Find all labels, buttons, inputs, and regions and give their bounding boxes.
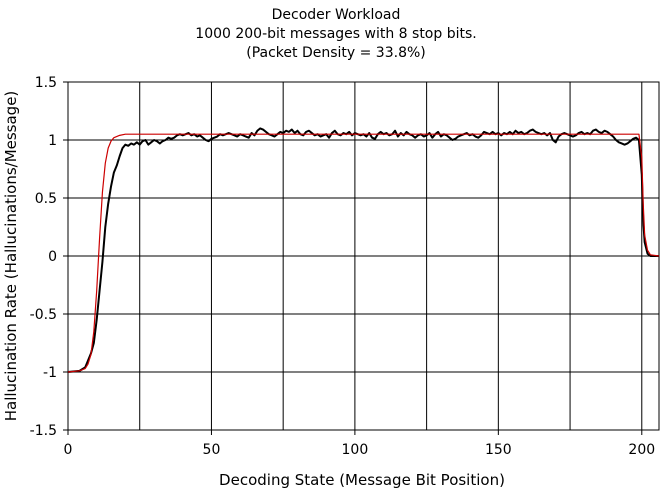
x-tick-label: 50 xyxy=(203,442,221,458)
y-tick-label: 1 xyxy=(48,133,57,149)
y-tick-label: 1.5 xyxy=(35,75,57,91)
x-tick-label: 0 xyxy=(64,442,73,458)
series-line-2 xyxy=(67,133,660,373)
y-axis-label: Hallucination Rate (Hallucinations/Messa… xyxy=(2,91,20,422)
chart-title-line-2: 1000 200-bit messages with 8 stop bits. xyxy=(195,26,476,42)
chart-title: Decoder Workload 1000 200-bit messages w… xyxy=(195,7,476,61)
grid-layer xyxy=(68,82,659,430)
x-axis-label: Decoding State (Message Bit Position) xyxy=(219,471,505,489)
y-tick-label: -1.5 xyxy=(30,423,57,439)
tick-mark-layer xyxy=(63,81,643,435)
chart-title-line-3: (Packet Density = 33.8%) xyxy=(246,45,426,61)
y-tick-label: 0 xyxy=(48,249,57,265)
x-tick-label: 200 xyxy=(628,442,655,458)
x-tick-label: 150 xyxy=(485,442,512,458)
series-layer xyxy=(67,127,660,373)
chart-title-line-1: Decoder Workload xyxy=(272,7,401,23)
y-tick-label: -0.5 xyxy=(30,307,57,323)
y-tick-label: -1 xyxy=(43,365,57,381)
x-tick-label: 100 xyxy=(342,442,369,458)
y-tick-label: 0.5 xyxy=(35,191,57,207)
tick-label-layer: 0 50 100 150 200 1.5 1 0.5 0 -0.5 -1 -1.5 xyxy=(30,75,655,458)
